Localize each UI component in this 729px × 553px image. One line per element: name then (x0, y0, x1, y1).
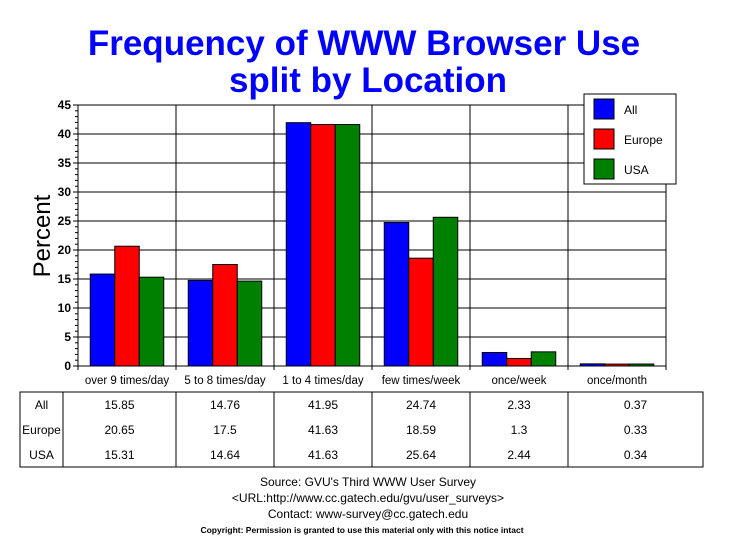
bar-usa-2 (334, 124, 361, 367)
table-row-label: Europe (22, 423, 61, 437)
y-tick-label: 0 (64, 359, 71, 373)
table-cell: 20.65 (104, 423, 134, 437)
bar-usa-0 (138, 276, 165, 367)
chart-title-line-1: Frequency of WWW Browser Use (88, 24, 640, 63)
table-cell: 0.34 (624, 448, 648, 462)
table-cell: 41.63 (308, 448, 338, 462)
x-category-label: over 9 times/day (85, 375, 170, 387)
y-tick-label: 25 (58, 214, 72, 228)
y-tick-label: 35 (58, 156, 72, 170)
table-cell: 14.64 (210, 448, 240, 462)
y-tick-label: 30 (58, 185, 72, 199)
data-table-border (19, 391, 704, 468)
legend-label: All (624, 103, 637, 117)
legend-swatch-europe (593, 128, 615, 150)
bar-all-3 (383, 222, 410, 367)
table-cell: 0.37 (624, 398, 648, 412)
table-cell: 2.44 (507, 448, 531, 462)
legend-label: Europe (624, 133, 663, 147)
bar-usa-1 (236, 280, 263, 367)
table-cell: 25.64 (406, 448, 436, 462)
table-cell: 1.3 (511, 423, 528, 437)
legend-swatch-all (593, 98, 615, 120)
table-cell: 41.95 (308, 398, 338, 412)
table-cell: 15.31 (104, 448, 134, 462)
y-tick-label: 5 (64, 330, 71, 344)
footer-source: Source: GVU's Third WWW User Survey (260, 475, 476, 489)
bar-usa-4 (530, 351, 557, 367)
y-tick-label: 20 (58, 243, 72, 257)
y-tick-label: 10 (58, 301, 72, 315)
x-category-label: once/week (492, 375, 547, 387)
x-category-label: once/month (587, 375, 647, 387)
table-cell: 24.74 (406, 398, 436, 412)
table-cell: 41.63 (308, 423, 338, 437)
x-category-label: few times/week (382, 375, 461, 387)
bar-europe-2 (310, 124, 336, 367)
table-cell: 14.76 (210, 398, 240, 412)
bar-all-2 (285, 122, 312, 367)
bar-all-1 (187, 279, 214, 367)
table-row-label: USA (29, 448, 54, 462)
y-tick-label: 40 (58, 127, 72, 141)
legend-swatch-usa (593, 158, 615, 180)
table-cell: 15.85 (104, 398, 134, 412)
bar-all-4 (481, 351, 508, 367)
footer-url: <URL:http://www.cc.gatech.edu/gvu/user_s… (232, 491, 504, 505)
table-cell: 2.33 (507, 398, 531, 412)
y-axis-label: Percent (29, 194, 56, 277)
table-cell: 18.59 (406, 423, 436, 437)
chart-title-line-2: split by Location (229, 61, 507, 100)
y-tick-label: 45 (58, 98, 72, 112)
x-category-label: 5 to 8 times/day (184, 375, 265, 387)
footer-copyright: Copyright: Permission is granted to use … (200, 525, 523, 535)
footer-contact: Contact: www-survey@cc.gatech.edu (268, 507, 468, 521)
bar-europe-3 (408, 257, 434, 367)
bar-usa-3 (432, 216, 459, 367)
bar-europe-1 (212, 264, 238, 367)
legend-label: USA (624, 163, 649, 177)
bar-europe-0 (114, 245, 140, 367)
table-cell: 0.33 (624, 423, 648, 437)
table-row-label: All (35, 398, 48, 412)
x-category-label: 1 to 4 times/day (282, 375, 363, 387)
bar-all-0 (89, 273, 116, 367)
y-tick-label: 15 (58, 272, 72, 286)
bar-europe-4 (506, 357, 532, 367)
table-cell: 17.5 (213, 423, 237, 437)
